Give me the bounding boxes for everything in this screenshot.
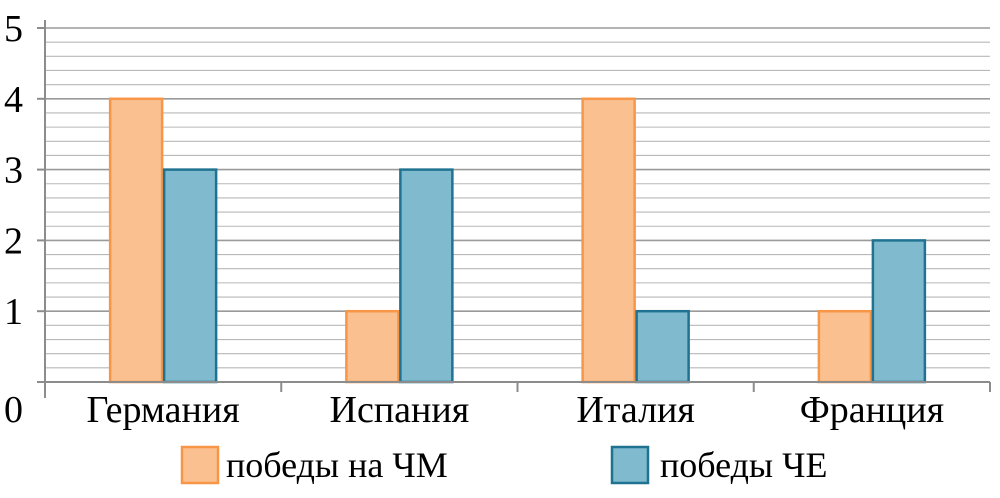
y-tick-label: 5 (4, 8, 23, 50)
bar-ec-1 (399, 168, 454, 384)
axes (37, 20, 991, 398)
y-tick-labels: 0 1 2 3 4 5 (4, 8, 23, 431)
bar-wc-1 (345, 309, 400, 384)
category-label: Испания (330, 389, 470, 431)
y-tick-label: 0 (4, 389, 23, 431)
bar-ec-3 (871, 239, 927, 384)
bar-wc-3 (817, 309, 873, 384)
legend-swatch (180, 445, 220, 485)
y-tick-label: 1 (4, 291, 23, 333)
bars (108, 97, 927, 384)
category-label: Германия (87, 389, 240, 431)
category-label: Италия (576, 389, 695, 431)
legend-label: победы на ЧМ (226, 445, 448, 485)
bar-wc-2 (581, 97, 636, 384)
legend-label: победы ЧЕ (660, 445, 828, 485)
y-tick-label: 2 (4, 220, 23, 262)
category-labels: Германия Испания Италия Франция (87, 389, 945, 431)
legend-swatch (610, 445, 650, 485)
bar-ec-0 (162, 168, 218, 384)
y-tick-label: 3 (4, 150, 23, 192)
bar-ec-2 (635, 309, 690, 384)
y-tick-label: 4 (4, 79, 23, 121)
category-label: Франция (800, 389, 944, 431)
legend: победы на ЧМ победы ЧЕ (180, 445, 828, 485)
bar-wc-0 (108, 97, 164, 384)
